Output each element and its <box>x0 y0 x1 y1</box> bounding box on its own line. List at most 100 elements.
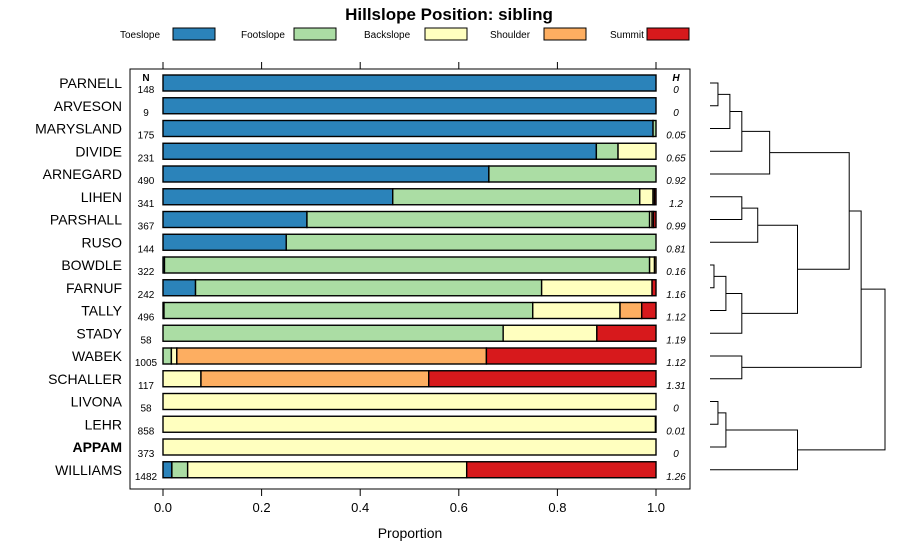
dendrogram-branch-3 <box>710 130 771 175</box>
row-label: SCHALLER <box>48 371 122 387</box>
n-value: 231 <box>138 153 155 164</box>
bar-toeslope <box>162 142 598 160</box>
row-marysland: MARYSLAND 175 0.05 <box>35 119 686 142</box>
bar-backslope <box>162 370 202 388</box>
dendrogram-branch-11 <box>710 401 719 425</box>
row-label: LIVONA <box>71 394 123 410</box>
bar-footslope <box>162 324 504 342</box>
row-stady: STADY 58 1.19 <box>76 324 686 346</box>
bar-backslope <box>540 279 653 297</box>
n-value: 175 <box>138 131 155 142</box>
h-value: 1.26 <box>666 472 686 483</box>
bar-toeslope <box>162 279 197 297</box>
bar-toeslope <box>162 97 657 115</box>
bar-toeslope <box>162 210 308 229</box>
row-label: PARNELL <box>59 75 122 91</box>
row-williams: WILLIAMS 1482 1.26 <box>55 461 686 483</box>
n-value: 490 <box>138 176 155 187</box>
n-value: 373 <box>138 449 155 460</box>
row-label: LIHEN <box>81 189 122 205</box>
row-arveson: ARVESON 9 0 <box>54 97 679 119</box>
n-value: 144 <box>138 244 155 255</box>
x-tick-label: 0.0 <box>154 500 172 515</box>
dendrogram-branch-13 <box>710 429 798 471</box>
dendrogram-branch-6 <box>710 264 715 289</box>
h-value: 1.12 <box>666 313 686 324</box>
bar-backslope <box>186 461 468 479</box>
bar-shoulder <box>176 347 488 365</box>
top-axis-ticks <box>162 62 657 69</box>
bar-footslope <box>162 347 173 365</box>
x-tick-label: 1.0 <box>647 500 665 515</box>
x-tick-label: 0.8 <box>548 500 566 515</box>
row-bowdle: BOWDLE 322 0.16 <box>61 256 686 278</box>
legend-label-toeslope: Toeslope <box>120 30 160 41</box>
dendrogram-branch-4 <box>710 196 743 220</box>
bar-shoulder <box>653 256 657 274</box>
bar-toeslope <box>162 461 173 479</box>
dendrogram-branch-12 <box>710 412 727 448</box>
dendrogram-branch-1 <box>710 93 731 129</box>
row-parshall: PARSHALL 367 0.99 <box>50 210 686 233</box>
dendrogram-branch-5 <box>710 207 759 243</box>
h-value: 0 <box>673 108 679 119</box>
chart-title: Hillslope Position: sibling <box>345 5 553 24</box>
row-farnuf: FARNUF 242 1.16 <box>66 279 686 301</box>
bar-footslope <box>163 301 534 320</box>
n-value: 341 <box>138 199 155 210</box>
row-arnegard: ARNEGARD 490 0.92 <box>43 165 686 187</box>
legend-swatch-shoulder <box>543 27 587 41</box>
n-value: 58 <box>140 404 152 415</box>
plot-frame <box>129 68 691 490</box>
bar-summit <box>596 324 657 342</box>
bar-toeslope <box>162 188 394 206</box>
h-value: 1.31 <box>666 381 685 392</box>
row-label: DIVIDE <box>75 143 122 159</box>
legend-swatch-summit <box>646 27 690 41</box>
bar-backslope <box>648 256 656 274</box>
h-value: 0 <box>673 85 679 96</box>
bar-summit <box>652 210 657 229</box>
n-value: 117 <box>138 381 154 392</box>
legend-label-backslope: Backslope <box>364 30 411 41</box>
h-value: 0 <box>673 404 679 415</box>
row-label: WILLIAMS <box>55 462 122 478</box>
n-value: 1005 <box>135 358 158 369</box>
h-value: 0 <box>673 449 679 460</box>
row-label: STADY <box>76 325 122 341</box>
dendrogram-branch-14 <box>769 152 850 270</box>
legend-swatch-backslope <box>424 27 468 41</box>
n-value: 858 <box>138 426 155 437</box>
bar-backslope <box>617 142 657 160</box>
n-value: 9 <box>143 108 149 119</box>
n-value: 1482 <box>135 472 158 483</box>
dendrogram-branch-15 <box>741 210 862 368</box>
x-tick-label: 0.6 <box>450 500 468 515</box>
x-tick-label: 0.2 <box>253 500 271 515</box>
h-value: 0.05 <box>666 131 686 142</box>
bar-shoulder <box>200 370 430 388</box>
legend-label-summit: Summit <box>610 30 644 41</box>
h-value: 1.12 <box>666 358 686 369</box>
h-value: 0.99 <box>666 222 686 233</box>
bar-backslope <box>639 188 654 206</box>
n-value: 322 <box>138 267 155 278</box>
bar-toeslope <box>162 233 287 251</box>
bar-summit <box>641 301 657 320</box>
bar-summit <box>428 370 657 388</box>
h-value: 1.16 <box>666 290 686 301</box>
bar-summit <box>654 415 657 433</box>
row-label: WABEK <box>72 348 123 364</box>
dendrogram-branch-9 <box>741 224 798 314</box>
dendrogram-branch-0 <box>710 82 719 107</box>
h-value: 0.65 <box>666 153 686 164</box>
bar-backslope <box>162 415 657 433</box>
row-lehr: LEHR 858 0.01 <box>85 415 686 437</box>
bar-toeslope <box>162 74 657 92</box>
bar-toeslope <box>162 165 490 183</box>
legend-label-footslope: Footslope <box>241 30 285 41</box>
bar-summit <box>465 461 657 479</box>
dendrogram-branch-16 <box>797 288 886 451</box>
legend-swatch-toeslope <box>172 27 216 41</box>
